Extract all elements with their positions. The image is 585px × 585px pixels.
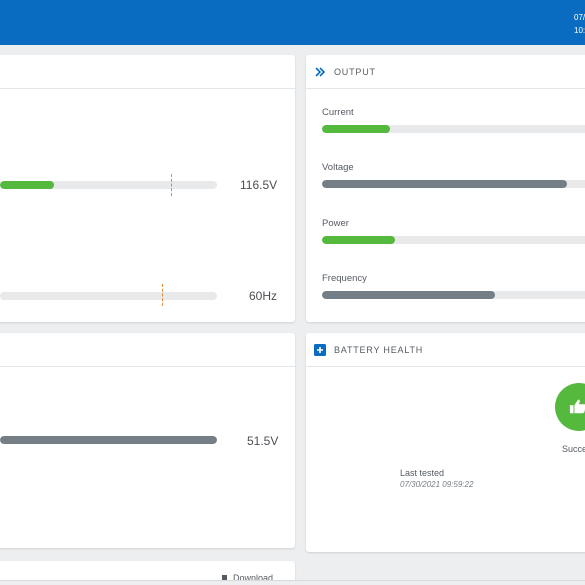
battery-health-card: BATTERY HEALTH xyxy=(306,333,585,552)
output-frequency-bar-fill xyxy=(322,291,495,299)
plus-icon xyxy=(314,344,326,356)
bottom-scroll-edge xyxy=(0,580,585,585)
download-button[interactable]: Download xyxy=(222,573,273,583)
battery-status-text: Succe xyxy=(562,444,585,454)
output-voltage-bar-fill xyxy=(322,180,567,188)
header-clock: 07/ 10: xyxy=(574,11,585,37)
input-frequency-bar xyxy=(0,292,217,300)
output-voltage-label: Voltage xyxy=(322,162,354,173)
chevron-right-icon xyxy=(315,67,326,77)
output-card-title: OUTPUT xyxy=(334,67,376,77)
output-frequency-bar xyxy=(322,291,585,299)
input-voltage-value: 116.5V xyxy=(240,178,278,192)
header-time: 10: xyxy=(574,26,585,35)
output-current-bar xyxy=(322,125,585,133)
input-frequency-value: 60Hz xyxy=(249,289,278,303)
output-power-bar-fill xyxy=(322,236,395,244)
last-tested-label: Last tested xyxy=(400,468,445,478)
output-voltage-bar xyxy=(322,180,585,188)
battery-card-header xyxy=(0,333,295,367)
output-card-header: OUTPUT xyxy=(306,55,585,89)
battery-voltage-bar-fill xyxy=(0,436,217,444)
download-icon[interactable] xyxy=(222,575,227,583)
battery-voltage-bar xyxy=(0,436,217,444)
battery-health-title: BATTERY HEALTH xyxy=(334,345,424,355)
header-date: 07/ xyxy=(574,13,585,22)
input-voltage-bar-fill xyxy=(0,181,54,189)
output-current-label: Current xyxy=(322,107,354,118)
top-bar: 07/ 10: xyxy=(0,0,585,45)
input-card-header xyxy=(0,55,295,89)
battery-voltage-value: 51.5V xyxy=(247,434,279,448)
output-power-label: Power xyxy=(322,218,349,229)
output-current-bar-fill xyxy=(322,125,390,133)
input-frequency-threshold-marker xyxy=(162,284,163,306)
thumbs-up-icon xyxy=(569,399,585,414)
output-frequency-label: Frequency xyxy=(322,273,367,284)
input-voltage-threshold-marker xyxy=(171,174,172,196)
download-label: Download xyxy=(233,573,274,583)
output-power-bar xyxy=(322,236,585,244)
battery-health-header: BATTERY HEALTH xyxy=(306,333,585,367)
input-voltage-bar xyxy=(0,181,217,189)
last-tested-date: 07/30/2021 09:59:22 xyxy=(400,480,474,489)
output-card: OUTPUT xyxy=(306,55,585,322)
